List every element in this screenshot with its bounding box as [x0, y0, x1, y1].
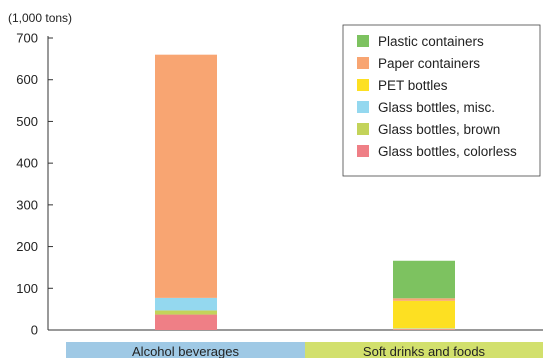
legend-item-label: Plastic containers [378, 34, 484, 49]
y-tick-label: 100 [16, 281, 38, 296]
legend-item-label: Glass bottles, brown [378, 122, 500, 137]
legend-item-label: Paper containers [378, 56, 480, 71]
legend-swatch [357, 35, 369, 47]
y-axis: 0 100 200 300 400 500 600 700 [16, 31, 543, 338]
legend: Plastic containers Paper containers PET bo… [342, 24, 541, 177]
bar-segment-glass-bottles-misc [155, 297, 217, 311]
y-axis-unit-label: (1,000 tons) [8, 11, 72, 25]
bar-segment-glass-bottles-brown [155, 310, 217, 315]
category-label: Soft drinks and foods [363, 344, 486, 358]
legend-swatch [357, 79, 369, 91]
legend-swatch [357, 145, 369, 157]
legend-box [342, 24, 541, 177]
y-tick-label: 0 [31, 323, 38, 338]
bar-segment-glass-bottles-colorless [155, 314, 217, 330]
bar-segment-glass-bottles-colorless [393, 329, 455, 330]
bar-segment-pet-bottles [393, 300, 455, 329]
y-tick-label: 300 [16, 197, 38, 212]
y-tick-label: 400 [16, 156, 38, 171]
category-band [305, 342, 543, 358]
bar-segment-plastic-containers [393, 260, 455, 299]
legend-swatch [357, 101, 369, 113]
legend-swatch [357, 57, 369, 69]
y-tick-label: 200 [16, 239, 38, 254]
legend-item-label: PET bottles [378, 78, 448, 93]
category-axis: Alcohol beverages Soft drinks and foods [66, 342, 543, 358]
y-tick-label: 500 [16, 114, 38, 129]
legend-item-label: Glass bottles, colorless [378, 144, 517, 159]
bars-group [155, 54, 455, 330]
bar-segment-paper-containers [155, 54, 217, 298]
legend-item-label: Glass bottles, misc. [378, 100, 495, 115]
y-tick-label: 600 [16, 72, 38, 87]
y-tick-label: 700 [16, 31, 38, 46]
category-band [66, 342, 305, 358]
category-label: Alcohol beverages [132, 344, 239, 358]
legend-swatch [357, 123, 369, 135]
bar-segment-paper-containers [393, 298, 455, 301]
